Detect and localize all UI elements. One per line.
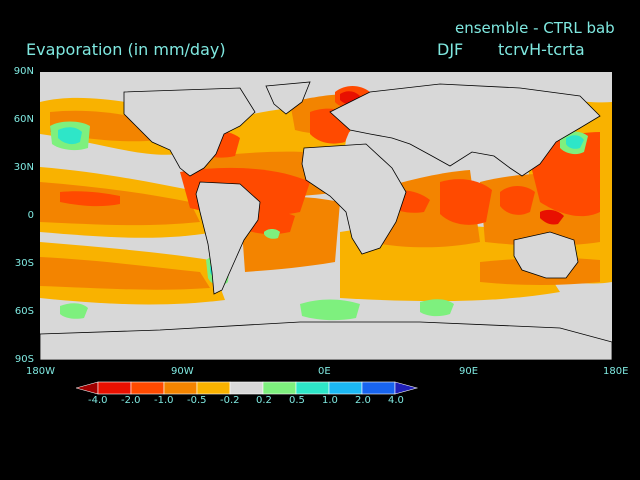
lon-label-90e: 90E <box>459 366 479 377</box>
colorbar-label: -0.2 <box>220 395 240 406</box>
colorbar-label: 0.5 <box>289 395 305 406</box>
lon-label-90w: 90W <box>171 366 194 377</box>
lat-label-0: 0 <box>27 210 34 221</box>
field-difference-label: tcrvH-tcrta <box>498 40 585 59</box>
colorbar-segment-gt-4 <box>394 381 419 395</box>
colorbar-segment-neg2-neg1 <box>130 381 165 395</box>
lat-label-60n: 60N <box>13 114 34 125</box>
lon-label-180e: 180E <box>603 366 629 377</box>
australia <box>513 231 579 279</box>
colorbar-label: -2.0 <box>121 395 141 406</box>
colorbar-segment-neg4-neg2 <box>97 381 132 395</box>
lon-label-0e: 0E <box>318 366 331 377</box>
lat-label-60s: 60S <box>14 306 34 317</box>
lon-label-180w: 180W <box>26 366 55 377</box>
south-america <box>195 181 261 295</box>
north-america <box>123 87 256 177</box>
colorbar-label: 1.0 <box>322 395 338 406</box>
colorbar-segment-05-1 <box>295 381 330 395</box>
lat-label-90n: 90N <box>13 66 34 77</box>
colorbar-label: -1.0 <box>154 395 174 406</box>
africa <box>301 143 407 255</box>
colorbar-label: 0.2 <box>256 395 272 406</box>
antarctica <box>40 321 612 360</box>
eurasia <box>329 83 601 177</box>
colorbar-segment-neg02-02 <box>229 381 264 395</box>
colorbar <box>76 381 419 395</box>
evaporation-map <box>40 72 612 360</box>
colorbar-segment-2-4 <box>361 381 396 395</box>
colorbar-label: -4.0 <box>88 395 108 406</box>
greenland <box>265 81 311 115</box>
map-title: Evaporation (in mm/day) <box>26 40 226 59</box>
colorbar-segment-lt-neg4 <box>76 381 99 395</box>
lat-label-30s: 30S <box>14 258 34 269</box>
colorbar-segment-1-2 <box>328 381 363 395</box>
colorbar-segment-02-05 <box>262 381 297 395</box>
colorbar-label: 4.0 <box>388 395 404 406</box>
experiment-label: ensemble - CTRL bab <box>455 19 615 37</box>
colorbar-label: -0.5 <box>187 395 207 406</box>
lat-label-30n: 30N <box>13 162 34 173</box>
positive-anomaly-regions <box>50 121 588 321</box>
continent-outlines <box>40 81 612 360</box>
colorbar-label: 2.0 <box>355 395 371 406</box>
lat-label-90s: 90S <box>14 354 34 365</box>
colorbar-segment-neg1-neg05 <box>163 381 198 395</box>
colorbar-segment-neg05-neg02 <box>196 381 231 395</box>
season-label: DJF <box>437 40 464 59</box>
